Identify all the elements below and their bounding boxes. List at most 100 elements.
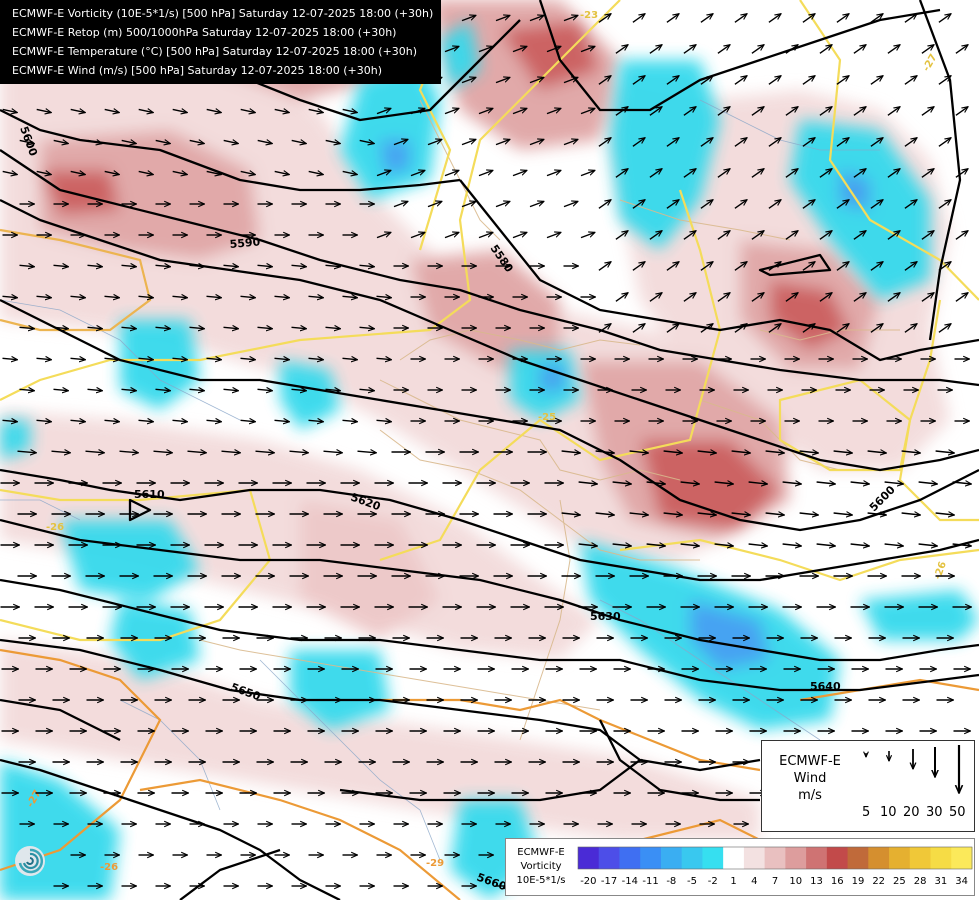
- wind-arrow: [87, 389, 103, 390]
- wind-arrow: [853, 45, 866, 54]
- wind-arrow: [529, 201, 544, 208]
- wind-arrow: [187, 451, 207, 453]
- wind-arrow: [802, 138, 815, 147]
- map-title-box: ECMWF-E Vorticity (10E-5*1/s) [500 hPa] …: [0, 0, 442, 84]
- wind-arrow: [598, 14, 611, 23]
- wind-arrow: [2, 171, 18, 174]
- vorticity-tick-label: 25: [893, 876, 906, 887]
- wind-arrow: [376, 232, 391, 239]
- wind-arrow: [342, 420, 358, 421]
- wind-arrow: [546, 46, 561, 53]
- wind-arrow: [240, 358, 256, 359]
- wind-arrow: [70, 358, 86, 359]
- wind-arrow: [240, 171, 256, 174]
- wind-arrow: [632, 76, 645, 85]
- wind-arrow: [938, 324, 951, 333]
- vorticity-color-swatch: [868, 847, 890, 869]
- wind-arrow: [19, 265, 35, 266]
- wind-arrow: [357, 451, 377, 453]
- wind-arrow: [206, 171, 222, 174]
- wind-arrow: [359, 265, 375, 266]
- wind-arrow: [53, 327, 69, 328]
- wind-arrow: [615, 45, 628, 54]
- wind-arrow: [666, 324, 679, 333]
- wind-arrow: [19, 389, 35, 390]
- vorticity-tick-label: 1: [730, 876, 736, 887]
- vorticity-tick-label: -20: [580, 876, 596, 887]
- wind-arrow: [802, 324, 815, 333]
- wind-speed-label: 20: [903, 805, 920, 820]
- wind-arrow: [768, 76, 781, 85]
- wind-arrow: [921, 293, 934, 302]
- wind-arrow: [632, 138, 645, 147]
- wind-arrow: [816, 482, 836, 484]
- wind-arrow: [853, 231, 866, 240]
- wind-legend-title-line: m/s: [798, 788, 822, 803]
- isotherm-label: -26: [46, 522, 64, 533]
- wind-arrow: [546, 108, 561, 115]
- wind-arrow: [70, 420, 86, 421]
- vorticity-tick-label: 19: [852, 876, 865, 887]
- wind-arrow: [697, 513, 717, 515]
- wind-arrow: [615, 293, 628, 302]
- wind-arrow: [714, 544, 734, 546]
- wind-arrow: [410, 108, 425, 115]
- wind-arrow: [921, 231, 934, 240]
- wind-arrow: [751, 169, 764, 178]
- isotherm-label: -29: [426, 858, 444, 869]
- vorticity-tick-label: -17: [601, 876, 617, 887]
- wind-speed-label: 50: [949, 805, 966, 820]
- wind-arrow: [138, 420, 154, 421]
- vorticity-color-swatch: [764, 847, 786, 869]
- wind-arrow: [768, 14, 781, 23]
- wind-arrow: [461, 139, 476, 146]
- wind-arrow: [291, 327, 307, 328]
- wind-arrow: [629, 513, 649, 515]
- wind-arrow: [561, 513, 581, 515]
- wind-arrow: [751, 45, 764, 54]
- wind-arrow: [308, 358, 324, 359]
- vorticity-tick-label: 31: [935, 876, 948, 887]
- wind-arrow: [649, 45, 662, 54]
- wind-arrow: [867, 451, 887, 453]
- wind-arrow: [700, 200, 713, 209]
- wind-arrow: [153, 451, 173, 453]
- wind-arrow: [274, 109, 290, 112]
- vorticity-tick-label: -5: [687, 876, 697, 887]
- isotherm-label: -25: [538, 412, 556, 423]
- wind-arrow: [206, 358, 222, 359]
- wind-arrow: [580, 46, 595, 53]
- wind-arrow: [802, 262, 815, 271]
- wind-arrow: [819, 45, 832, 54]
- wind-arrow: [836, 14, 849, 23]
- wind-arrow: [53, 389, 69, 390]
- wind-arrow: [734, 262, 747, 271]
- vorticity-legend-title-line: Vorticity: [520, 861, 562, 872]
- wind-arrow: [649, 293, 662, 302]
- wind-arrow: [785, 231, 798, 240]
- wind-arrow: [325, 327, 341, 328]
- wind-arrow: [85, 451, 105, 453]
- wind-arrow: [70, 296, 86, 297]
- wind-arrow: [700, 262, 713, 271]
- wind-arrow: [580, 108, 595, 115]
- wind-arrow: [870, 14, 883, 23]
- wind-arrow: [138, 109, 154, 112]
- wind-arrow: [36, 358, 52, 359]
- wind-arrow: [612, 544, 632, 546]
- vorticity-color-swatch: [578, 847, 600, 869]
- vorticity-color-swatch: [681, 847, 703, 869]
- wind-arrow: [2, 420, 18, 421]
- wind-legend: ECMWF-E Wind m/s 5 10 20 30 50: [761, 740, 975, 832]
- wind-arrow: [938, 200, 951, 209]
- wind-arrow: [598, 262, 611, 271]
- vorticity-color-swatch: [743, 847, 766, 869]
- vorticity-color-swatch: [930, 847, 952, 869]
- wind-arrow: [563, 77, 578, 84]
- wind-arrow: [819, 107, 832, 116]
- wind-arrow: [734, 138, 747, 147]
- wind-arrow: [70, 109, 86, 112]
- wind-arrow: [104, 171, 120, 174]
- wind-arrow: [612, 482, 632, 484]
- wind-arrow: [853, 107, 866, 116]
